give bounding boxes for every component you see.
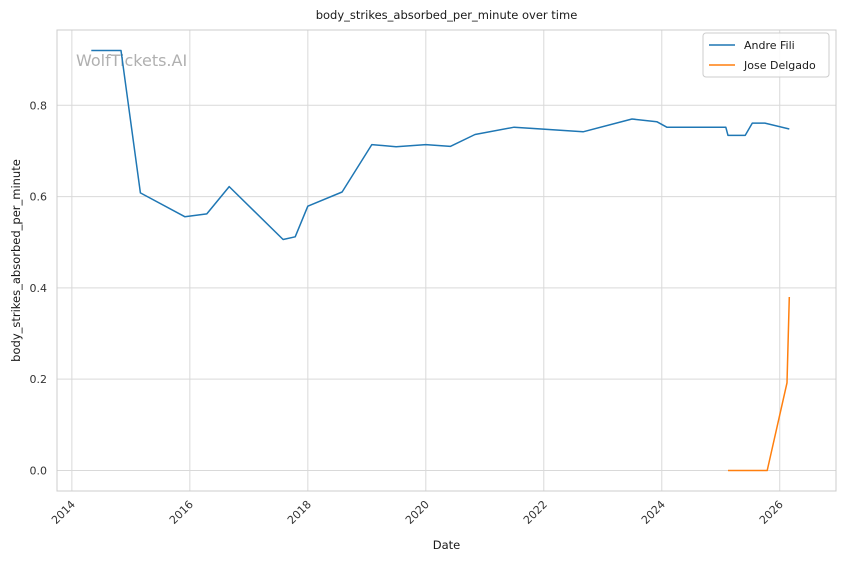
series-lines xyxy=(91,49,791,472)
y-tick-label: 0.8 xyxy=(30,99,48,112)
series-line-andre-fili xyxy=(91,49,790,241)
x-tick-label: 2014 xyxy=(49,498,78,527)
y-tick-label: 0.6 xyxy=(30,191,48,204)
plot-frame xyxy=(56,29,837,492)
legend-entry: Andre Fili xyxy=(744,39,795,52)
y-tick-label: 0.0 xyxy=(30,464,48,477)
x-tick-label: 2022 xyxy=(521,498,550,527)
x-axis-label: Date xyxy=(433,538,461,552)
grid xyxy=(57,30,836,491)
legend: Andre Fili Jose Delgado xyxy=(702,32,830,78)
legend-box xyxy=(702,32,830,78)
y-axis-ticks: 0.0 0.2 0.4 0.6 0.8 xyxy=(30,99,48,477)
watermark-text: WolfTickets.AI xyxy=(76,51,187,70)
series-line-jose-delgado xyxy=(728,296,791,472)
x-tick-label: 2024 xyxy=(639,498,668,527)
x-tick-label: 2016 xyxy=(167,498,196,527)
x-axis-ticks: 2014 2016 2018 2020 2022 2024 2026 xyxy=(49,498,786,527)
y-tick-label: 0.4 xyxy=(30,282,48,295)
legend-entry: Jose Delgado xyxy=(743,59,816,72)
x-tick-label: 2020 xyxy=(403,498,432,527)
x-tick-label: 2018 xyxy=(285,498,314,527)
y-tick-label: 0.2 xyxy=(30,373,48,386)
x-tick-label: 2026 xyxy=(757,498,786,527)
chart-title: body_strikes_absorbed_per_minute over ti… xyxy=(316,8,578,22)
y-axis-label: body_strikes_absorbed_per_minute xyxy=(9,159,23,362)
